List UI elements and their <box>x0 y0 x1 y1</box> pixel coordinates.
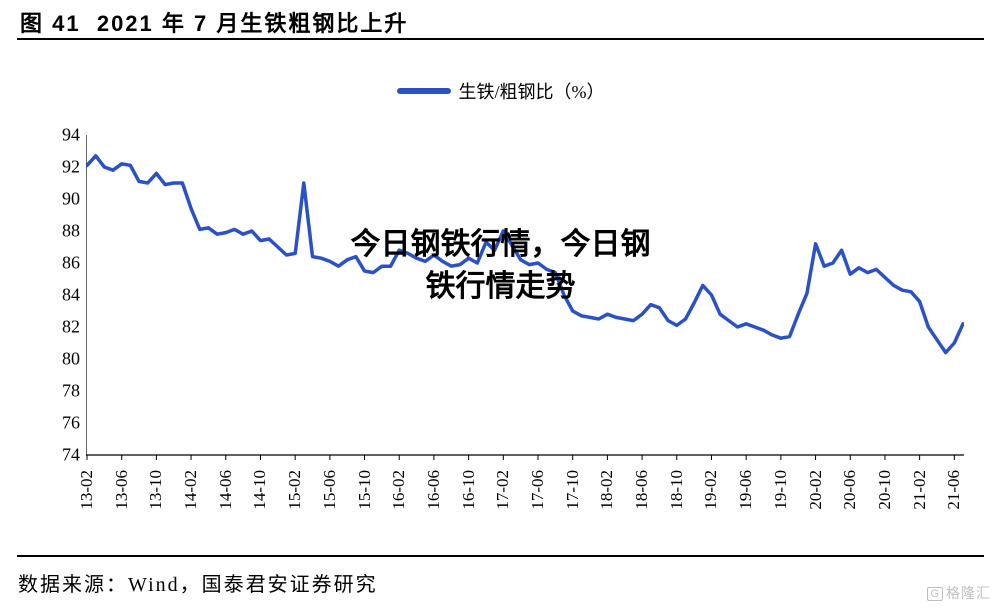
plot-area <box>86 135 964 455</box>
chart-svg <box>86 135 964 465</box>
watermark-text: 格隆汇 <box>946 585 991 601</box>
y-tick-label: 82 <box>40 317 80 338</box>
x-tick-label: 19-02 <box>701 470 721 510</box>
y-axis-labels: 7476788082848688909294 <box>40 135 80 455</box>
x-tick-label: 15-10 <box>355 470 375 510</box>
figure-title: 图 41 2021 年 7 月生铁粗钢比上升 <box>20 6 408 38</box>
x-tick-label: 14-06 <box>216 470 236 510</box>
y-tick-label: 94 <box>40 125 80 146</box>
y-tick-label: 88 <box>40 221 80 242</box>
x-tick-label: 16-10 <box>459 470 479 510</box>
x-tick-label: 17-10 <box>563 470 583 510</box>
x-tick-label: 20-02 <box>806 470 826 510</box>
source-text: 数据来源：Wind，国泰君安证券研究 <box>18 568 378 597</box>
x-tick-label: 17-06 <box>528 470 548 510</box>
y-tick-label: 92 <box>40 157 80 178</box>
figure-title-text: 2021 年 7 月生铁粗钢比上升 <box>97 11 409 36</box>
x-tick-label: 14-10 <box>250 470 270 510</box>
x-tick-label: 13-02 <box>77 470 97 510</box>
x-tick-label: 21-02 <box>910 470 930 510</box>
figure-number: 图 41 <box>20 11 81 36</box>
x-tick-label: 17-02 <box>493 470 513 510</box>
y-tick-label: 86 <box>40 253 80 274</box>
x-axis-labels: 13-0213-0613-1014-0214-0614-1015-0215-06… <box>86 462 964 542</box>
x-tick-label: 20-06 <box>840 470 860 510</box>
x-tick-label: 13-06 <box>112 470 132 510</box>
y-tick-label: 80 <box>40 349 80 370</box>
x-tick-label: 20-10 <box>875 470 895 510</box>
watermark-badge: G <box>927 587 943 601</box>
watermark: G格隆汇 <box>927 583 991 603</box>
x-tick-label: 18-06 <box>632 470 652 510</box>
x-axis-ticks <box>87 455 954 460</box>
x-tick-label: 15-02 <box>285 470 305 510</box>
y-tick-label: 76 <box>40 413 80 434</box>
title-rule <box>17 38 984 40</box>
x-tick-label: 18-10 <box>667 470 687 510</box>
y-tick-label: 78 <box>40 381 80 402</box>
x-tick-label: 19-06 <box>736 470 756 510</box>
legend: 生铁/粗钢比（%） <box>0 78 1001 104</box>
x-tick-label: 14-02 <box>181 470 201 510</box>
x-tick-label: 16-02 <box>389 470 409 510</box>
legend-label: 生铁/粗钢比（%） <box>459 78 605 104</box>
y-tick-label: 84 <box>40 285 80 306</box>
x-tick-label: 18-02 <box>597 470 617 510</box>
bottom-rule <box>17 555 984 557</box>
series-line <box>87 156 963 353</box>
x-tick-label: 21-06 <box>944 470 964 510</box>
x-tick-label: 15-06 <box>320 470 340 510</box>
x-tick-label: 16-06 <box>424 470 444 510</box>
y-tick-label: 90 <box>40 189 80 210</box>
x-tick-label: 19-10 <box>771 470 791 510</box>
legend-swatch <box>397 88 451 94</box>
y-tick-label: 74 <box>40 445 80 466</box>
x-tick-label: 13-10 <box>146 470 166 510</box>
